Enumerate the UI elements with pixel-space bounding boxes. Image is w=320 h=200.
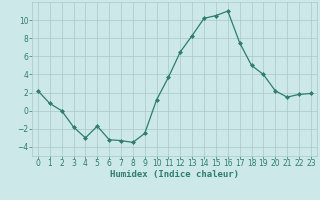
X-axis label: Humidex (Indice chaleur): Humidex (Indice chaleur) [110, 170, 239, 179]
